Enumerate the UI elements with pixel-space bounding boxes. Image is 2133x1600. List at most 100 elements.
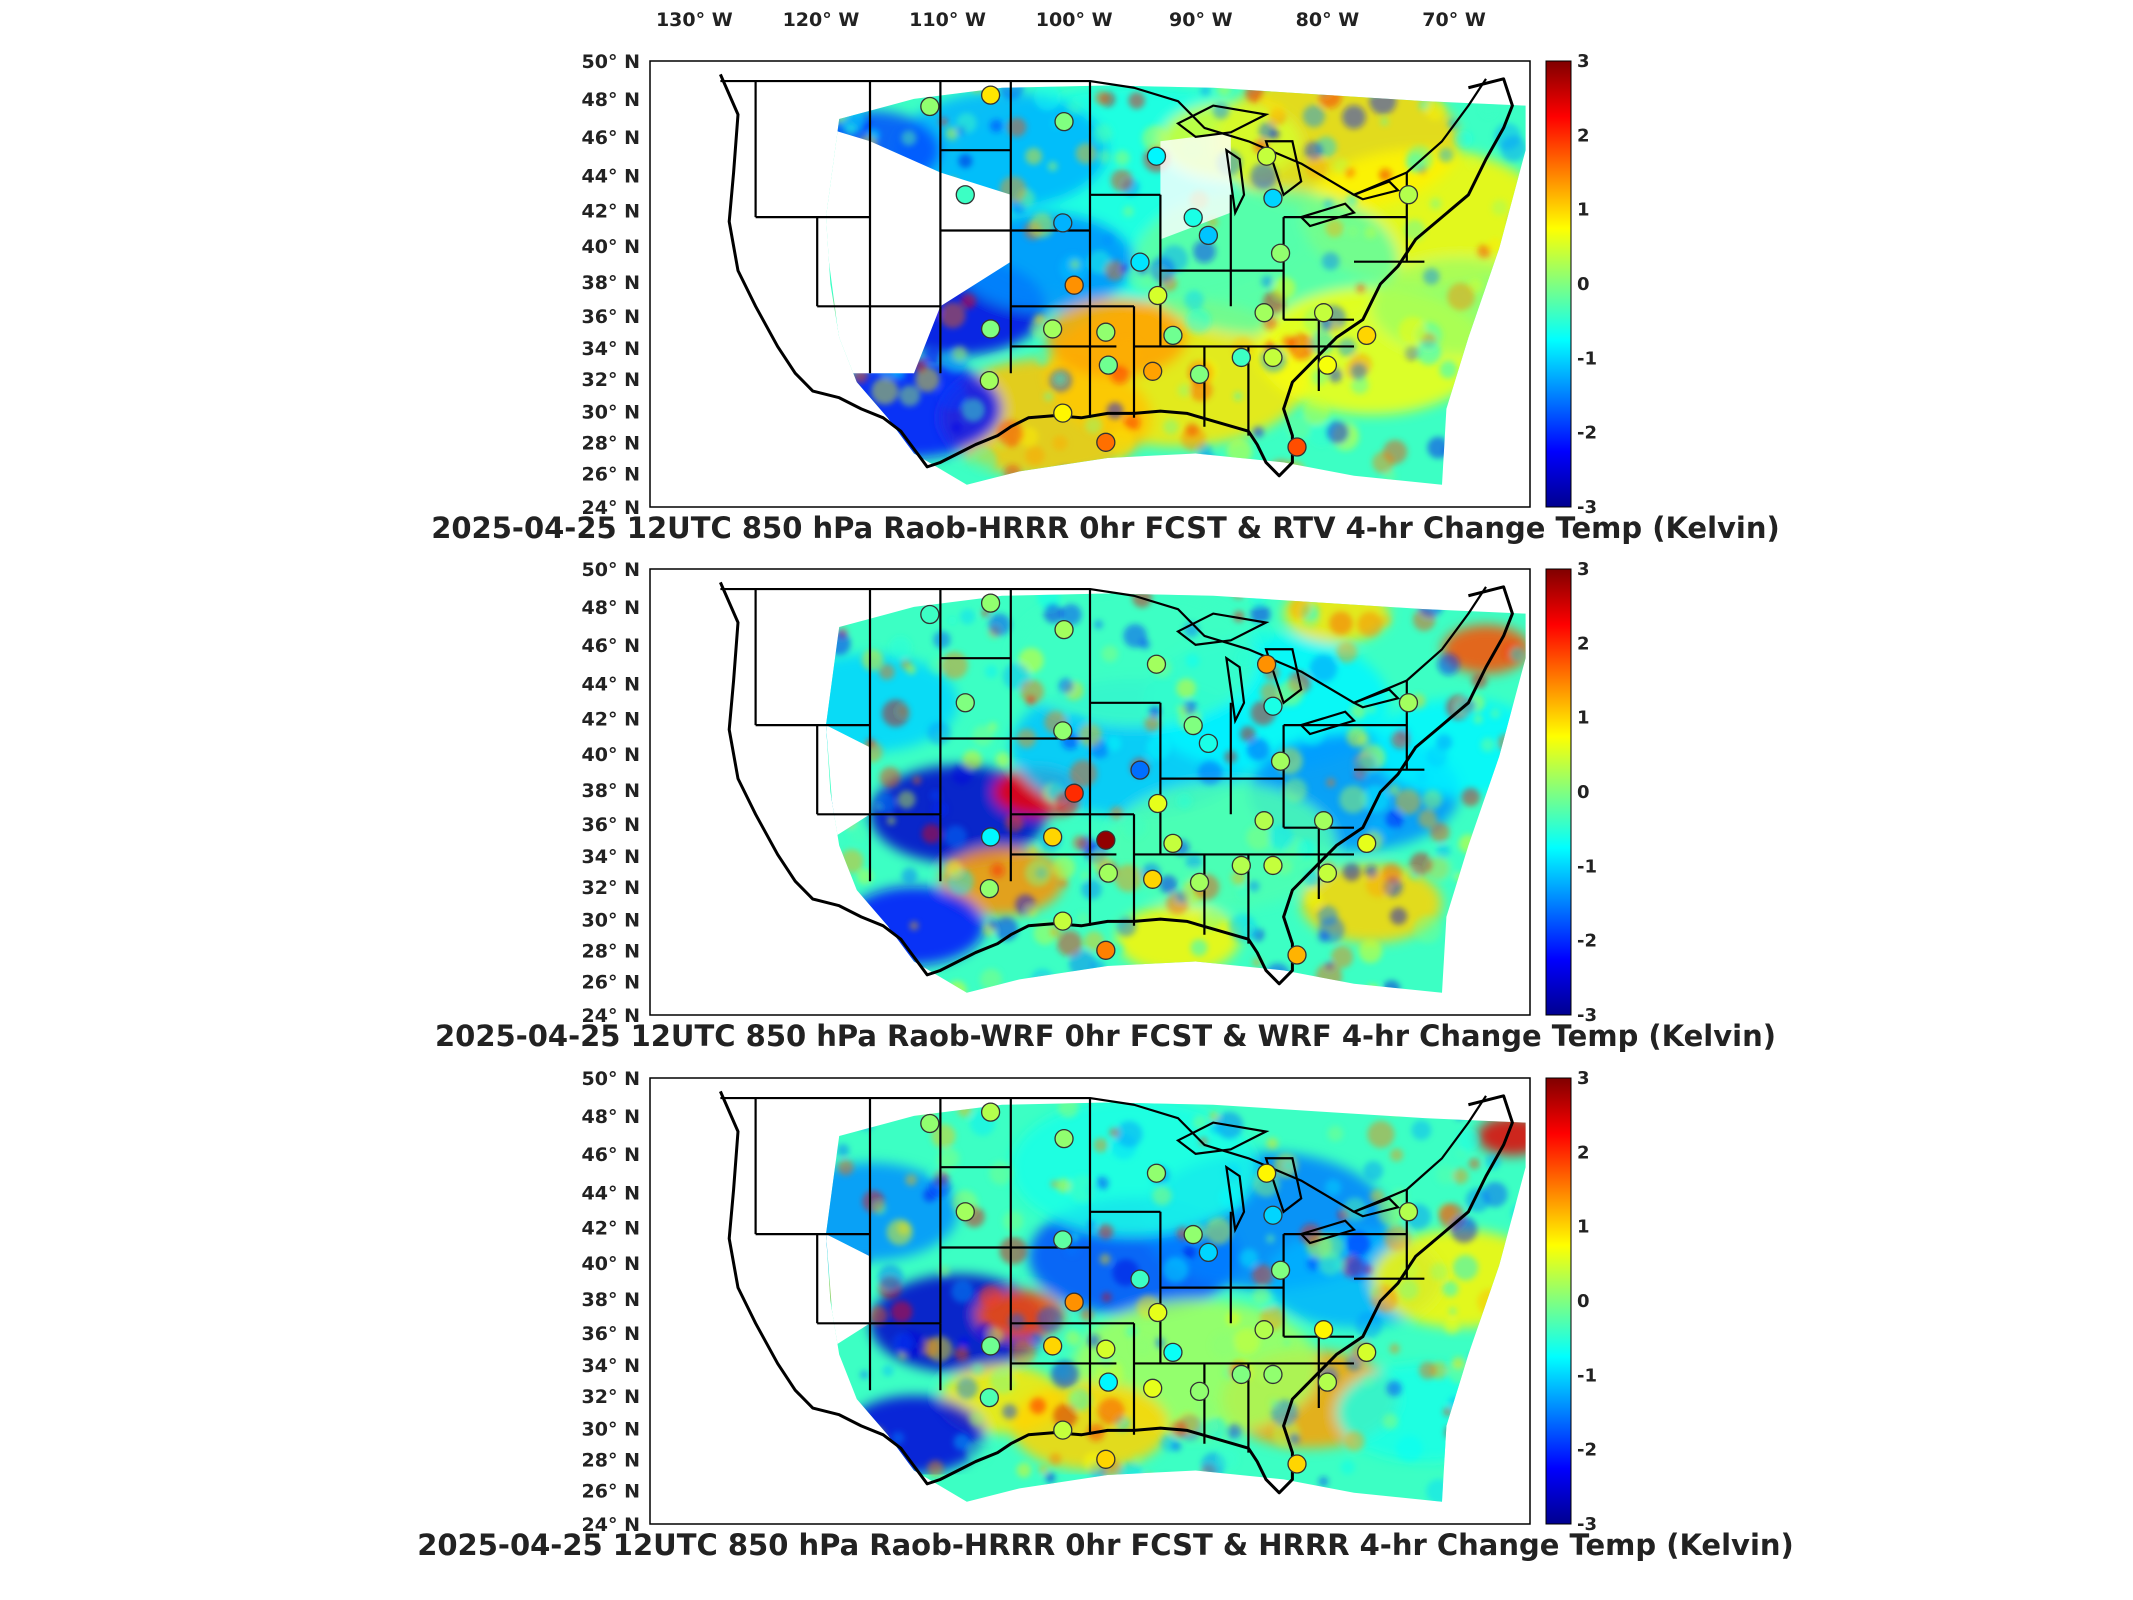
raob-marker: [1064, 783, 1084, 803]
latitude-tick-label: 48° N: [582, 597, 640, 619]
raob-marker: [1263, 696, 1283, 716]
map-panel: 50° N 48° N 46° N 44° N 42° N 40° N 38° N 36° N…: [431, 51, 1780, 545]
raob-marker: [1256, 1163, 1277, 1183]
raob-marker: [1317, 355, 1338, 375]
raob-marker: [980, 319, 1001, 339]
latitude-tick-label: 46° N: [582, 635, 640, 657]
raob-marker: [1146, 146, 1167, 166]
raob-marker: [1053, 721, 1073, 741]
latitude-tick-label: 50° N: [582, 559, 640, 581]
colorbar-tick-label: -1: [1577, 348, 1597, 369]
latitude-tick-label: 38° N: [582, 780, 640, 802]
raob-marker: [1053, 911, 1073, 931]
raob-marker: [955, 1202, 975, 1222]
national-border: [720, 586, 1487, 704]
raob-marker: [1287, 1454, 1307, 1474]
map-frame: [649, 60, 1531, 508]
raob-marker: [1313, 303, 1334, 323]
raob-marker: [1064, 1292, 1084, 1312]
raob-marker: [1398, 1202, 1419, 1222]
panel-title: 2025-04-25 12UTC 850 hPa Raob-HRRR 0hr F…: [417, 1528, 1794, 1562]
longitude-tick-label: 130° W: [656, 9, 733, 31]
colorbar-gradient: [1545, 60, 1572, 508]
raob-marker: [1256, 654, 1277, 674]
raob-marker: [1254, 303, 1274, 323]
latitude-tick-label: 38° N: [582, 1289, 640, 1311]
latitude-tick-label: 32° N: [582, 369, 640, 391]
colorbar-tick-label: 2: [1577, 125, 1590, 146]
raob-marker: [1064, 275, 1084, 295]
raob-marker: [1054, 1129, 1074, 1149]
raob-marker: [1143, 361, 1163, 381]
longitude-tick-label: 110° W: [909, 9, 986, 31]
latitude-tick-label: 36° N: [582, 1323, 640, 1345]
raob-marker: [1263, 855, 1283, 876]
colorbar-tick-label: 3: [1577, 559, 1590, 580]
latitude-tick-label: 46° N: [582, 127, 640, 149]
colorbar-tick-label: -1: [1577, 1365, 1597, 1386]
raob-marker: [1163, 833, 1183, 854]
raob-marker: [1042, 1336, 1063, 1356]
latitude-tick-label: 30° N: [582, 402, 640, 424]
latitude-tick-label: 42° N: [582, 200, 640, 222]
latitude-tick-label: 44° N: [582, 166, 640, 188]
raob-marker: [980, 85, 1001, 105]
latitude-tick-label: 28° N: [582, 432, 640, 454]
colorbar-tick-label: 2: [1577, 1142, 1590, 1163]
raob-marker: [1148, 285, 1168, 306]
raob-marker: [1183, 715, 1203, 736]
raob-marker: [980, 593, 1001, 613]
raob-marker: [1263, 347, 1283, 368]
latitude-tick-label: 32° N: [582, 877, 640, 899]
longitude-tick-label: 70° W: [1422, 9, 1486, 31]
raob-markers: [920, 85, 1419, 457]
latitude-tick-label: 40° N: [582, 236, 640, 258]
longitude-tick-label: 120° W: [783, 9, 860, 31]
raob-marker: [1163, 325, 1183, 346]
colorbar-tick-label: -3: [1577, 1514, 1597, 1535]
raob-marker: [920, 96, 940, 117]
colorbar-gradient: [1545, 568, 1572, 1016]
raob-marker: [1270, 243, 1291, 263]
raob-marker: [1287, 945, 1307, 965]
raob-marker: [920, 1113, 940, 1134]
latitude-tick-label: 38° N: [582, 272, 640, 294]
temperature-change-field: [826, 593, 1526, 993]
latitude-tick-label: 50° N: [582, 1068, 640, 1090]
raob-marker: [1189, 1381, 1210, 1402]
colorbar-tick-label: 3: [1577, 1068, 1590, 1089]
longitude-tick-label: 80° W: [1296, 9, 1360, 31]
longitude-tick-label: 100° W: [1036, 9, 1113, 31]
raob-marker: [1183, 1224, 1203, 1245]
raob-marker: [1053, 403, 1073, 423]
latitude-tick-label: 36° N: [582, 814, 640, 836]
colorbar-tick-label: 0: [1577, 782, 1590, 803]
raob-marker: [1313, 811, 1334, 831]
raob-marker: [1398, 185, 1419, 205]
raob-marker: [1143, 869, 1163, 889]
colorbar-tick-label: 0: [1577, 274, 1590, 295]
raob-marker: [1098, 1372, 1119, 1392]
panel-title: 2025-04-25 12UTC 850 hPa Raob-HRRR 0hr F…: [431, 511, 1780, 545]
raob-marker: [1096, 830, 1116, 850]
latitude-tick-label: 34° N: [582, 338, 640, 360]
raob-marker: [1270, 1260, 1291, 1280]
raob-marker: [1270, 751, 1291, 771]
raob-marker: [955, 693, 975, 713]
latitude-tick-label: 42° N: [582, 708, 640, 730]
raob-marker: [1098, 355, 1119, 375]
colorbar: 3 2 1 0 -1 -2 -3: [1545, 1068, 1597, 1535]
raob-marker: [1053, 1230, 1073, 1250]
colorbar: 3 2 1 0 -1 -2 -3: [1545, 51, 1597, 518]
raob-marker: [1357, 1342, 1377, 1363]
latitude-tick-label: 30° N: [582, 1419, 640, 1441]
raob-marker: [1054, 112, 1074, 132]
latitude-tick-label: 48° N: [582, 89, 640, 111]
latitude-tick-label: 44° N: [582, 674, 640, 696]
colorbar-tick-label: -3: [1577, 1005, 1597, 1026]
raob-marker: [1231, 347, 1251, 368]
raob-marker: [1096, 940, 1116, 960]
raob-marker: [1189, 364, 1210, 385]
raob-marker: [1198, 225, 1219, 246]
raob-marker: [1130, 1269, 1150, 1289]
